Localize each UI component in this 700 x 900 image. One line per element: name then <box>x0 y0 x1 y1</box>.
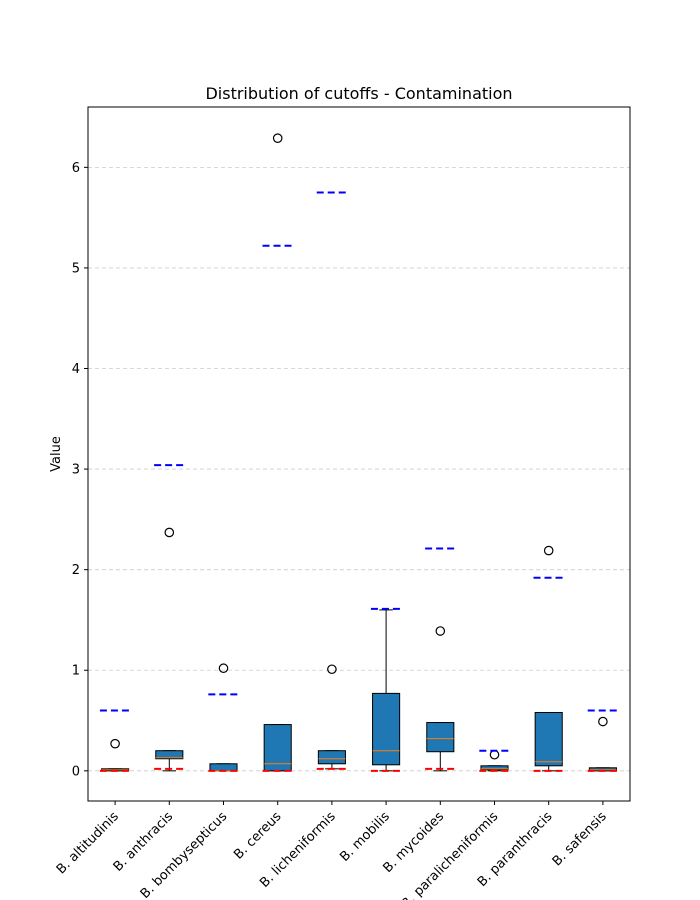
box-group <box>317 664 346 770</box>
box-group <box>372 609 401 772</box>
y-tick-label: 1 <box>72 664 80 679</box>
box-iqr <box>155 750 184 760</box>
box-group <box>588 716 617 772</box>
box-iqr <box>263 724 292 772</box>
box-iqr <box>209 763 238 772</box>
y-tick-label: 6 <box>72 161 80 176</box>
plot-area <box>99 133 619 772</box>
outlier-point <box>110 738 120 749</box>
box-group <box>426 626 455 772</box>
outlier-point <box>272 133 283 143</box>
outlier-point <box>164 527 175 538</box>
y-tick-label: 3 <box>72 463 80 478</box>
box-iqr <box>480 765 509 771</box>
y-tick-label: 5 <box>72 261 80 276</box>
y-tick-label: 4 <box>72 362 80 377</box>
outlier-point <box>218 663 229 674</box>
outlier-point <box>435 626 446 636</box>
box-iqr <box>372 692 401 766</box>
outlier-point <box>598 716 608 727</box>
chart-title: Distribution of cutoffs - Contamination <box>205 84 512 103</box>
box-iqr <box>426 722 455 753</box>
box-iqr <box>534 711 563 767</box>
axes-frame <box>87 106 631 802</box>
y-tick-label: 2 <box>72 563 80 578</box>
outlier-point <box>543 545 554 556</box>
outlier-point <box>327 664 337 675</box>
box-group <box>534 545 563 772</box>
box-group <box>155 527 184 772</box>
y-tick-label: 0 <box>72 764 80 779</box>
y-axis-label: Value <box>49 436 64 472</box>
box-iqr <box>317 750 346 765</box>
